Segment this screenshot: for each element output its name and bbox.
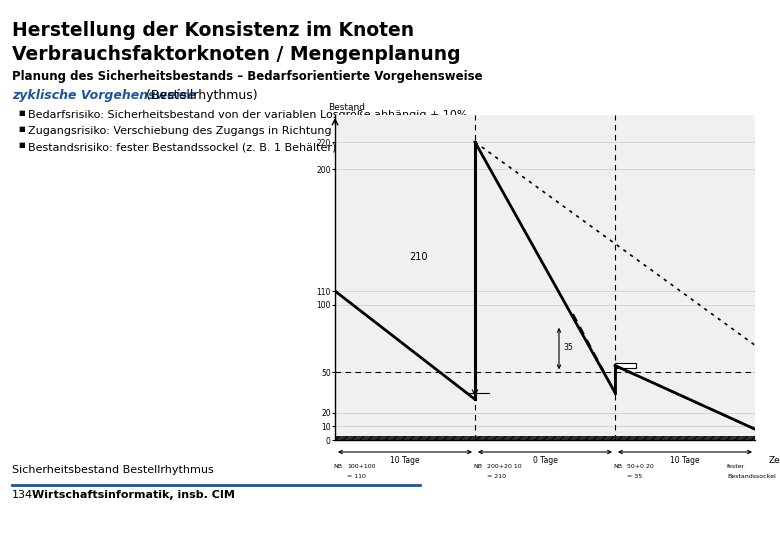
Text: 100+100: 100+100 <box>347 464 375 469</box>
Text: (Bestellrhythmus): (Bestellrhythmus) <box>142 89 257 102</box>
Text: fester: fester <box>727 464 745 469</box>
Text: 10 Tage: 10 Tage <box>670 456 700 465</box>
Text: 210: 210 <box>410 252 428 262</box>
Text: Planung des Sicherheitsbestands – Bedarfsorientierte Vorgehensweise: Planung des Sicherheitsbestands – Bedarf… <box>12 70 483 83</box>
Text: = 110: = 110 <box>347 474 366 479</box>
Text: 200+20 10: 200+20 10 <box>487 464 522 469</box>
Text: 0 Tage: 0 Tage <box>533 456 558 465</box>
Text: 35: 35 <box>563 343 573 353</box>
Text: 134: 134 <box>12 490 33 500</box>
Text: zyklische Vorgehensweise: zyklische Vorgehensweise <box>12 89 196 102</box>
Text: Zugangsrisiko: Verschiebung des Zugangs in Richtung Heutelinie zwei Tage früher: Zugangsrisiko: Verschiebung des Zugangs … <box>28 126 487 136</box>
Text: = 35: = 35 <box>627 474 642 479</box>
Text: NB: NB <box>473 464 482 469</box>
Text: ■: ■ <box>18 126 25 132</box>
Text: Bestandsrisiko: fester Bestandssockel (z. B. 1 Behälter): Bestandsrisiko: fester Bestandssockel (z… <box>28 142 336 152</box>
Text: der Losgröße: der Losgröße <box>630 189 680 198</box>
Text: Zeit: Zeit <box>769 456 780 465</box>
Text: Wirtschaftsinformatik, insb. CIM: Wirtschaftsinformatik, insb. CIM <box>32 490 235 500</box>
Text: 50+0 20: 50+0 20 <box>627 464 654 469</box>
Text: ■: ■ <box>18 142 25 148</box>
Text: Bedarfsrisiko: Sicherheitsbestand von der variablen Losgröße abhängig + 10%.: Bedarfsrisiko: Sicherheitsbestand von de… <box>28 110 471 120</box>
Text: Bestand: Bestand <box>328 103 365 112</box>
Text: = 210: = 210 <box>487 474 506 479</box>
Text: Sicherheitsbestand Bestellrhythmus: Sicherheitsbestand Bestellrhythmus <box>12 465 214 475</box>
Text: NB: NB <box>613 464 622 469</box>
Text: 10 Tage: 10 Tage <box>390 456 420 465</box>
Text: NB: NB <box>333 464 342 469</box>
FancyBboxPatch shape <box>615 363 636 368</box>
Text: Herstellung der Konsistenz im Knoten: Herstellung der Konsistenz im Knoten <box>12 21 414 40</box>
Text: Verbrauchsfaktorknoten / Mengenplanung: Verbrauchsfaktorknoten / Mengenplanung <box>12 45 461 64</box>
Text: Bestandssockel: Bestandssockel <box>727 474 776 479</box>
Text: Sicherheitsbestand   10%: Sicherheitsbestand 10% <box>630 202 728 211</box>
Text: Zugang 2 Tage zu frün: Zugang 2 Tage zu frün <box>630 215 716 224</box>
Text: ■: ■ <box>18 110 25 116</box>
